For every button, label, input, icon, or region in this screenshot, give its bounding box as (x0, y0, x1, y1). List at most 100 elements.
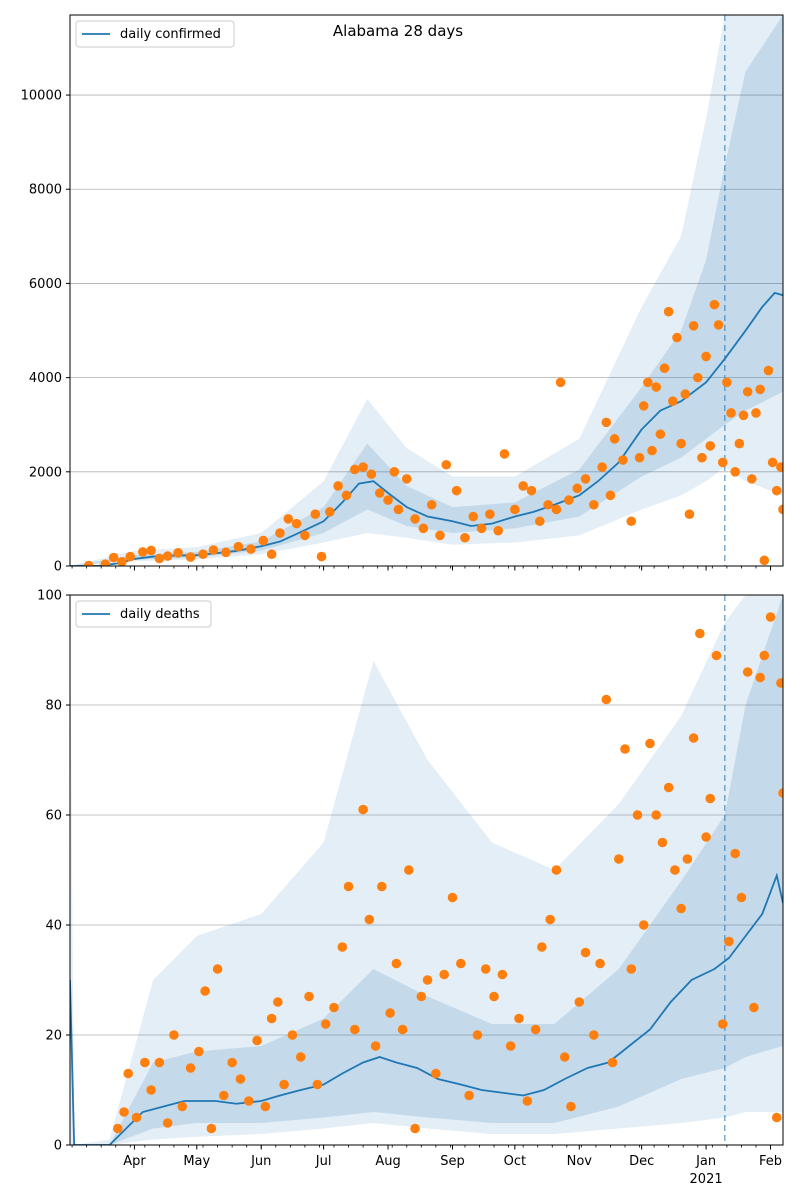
deaths-data-point (123, 1068, 134, 1079)
deaths-y-axis: 0 20 40 60 80 100 (37, 589, 70, 1154)
deaths-x-tick-label: Feb (759, 1154, 782, 1169)
deaths-data-point (194, 1046, 204, 1057)
confirmed-data-point (601, 417, 612, 428)
x-axis-year-label: 2021 (690, 1172, 723, 1187)
confirmed-data-point (162, 551, 173, 561)
deaths-data-point (416, 991, 427, 1002)
deaths-data-point (663, 782, 674, 793)
confirmed-data-point (680, 389, 691, 399)
deaths-data-point (349, 1024, 360, 1035)
deaths-data-point (651, 810, 661, 820)
confirmed-data-point (684, 509, 695, 519)
confirmed-data-point (208, 545, 219, 555)
deaths-x-tick-label: May (183, 1154, 210, 1169)
deaths-y-tick-label: 0 (54, 1139, 62, 1154)
confirmed-data-point (426, 499, 437, 510)
deaths-data-point (626, 964, 637, 974)
deaths-data-point (364, 914, 375, 925)
deaths-data-point (422, 975, 433, 985)
confirmed-data-point (221, 547, 231, 558)
confirmed-data-point (108, 552, 119, 563)
confirmed-y-tick-label: 2000 (29, 465, 62, 480)
confirmed-data-point (393, 504, 404, 515)
confirmed-data-point (460, 532, 470, 543)
deaths-frame (69, 594, 784, 1146)
deaths-legend-box (75, 600, 212, 628)
confirmed-data-point (499, 449, 510, 459)
confirmed-data-point (747, 474, 757, 484)
confirmed-data-point (275, 528, 285, 538)
confirmed-data-point (468, 511, 479, 522)
confirmed-data-point (713, 320, 724, 330)
confirmed-data-point (643, 377, 653, 388)
confirmed-data-point (493, 525, 504, 536)
confirmed-data-point (738, 410, 749, 421)
confirmed-data-point (692, 372, 703, 383)
deaths-data-point (154, 1057, 165, 1068)
confirmed-data-point (246, 544, 256, 554)
deaths-data-point (724, 936, 734, 947)
confirmed-data-point (333, 481, 343, 491)
deaths-data-point (140, 1057, 150, 1068)
deaths-chart: 0 20 40 60 80 100 Apr May Jun Jul Aug Sep Oct Nov Dec… (37, 589, 784, 1187)
confirmed-data-point (154, 553, 165, 564)
deaths-data-point (252, 1035, 262, 1046)
deaths-data-point (514, 1013, 524, 1024)
confirmed-data-point (266, 549, 277, 560)
deaths-data-point (620, 744, 630, 754)
deaths-data-point (480, 964, 491, 974)
confirmed-data-point (776, 462, 783, 472)
deaths-data-point (439, 969, 449, 980)
confirmed-data-point (125, 551, 136, 562)
confirmed-data-point (705, 441, 716, 451)
deaths-data-point (385, 1008, 395, 1018)
deaths-data-point (410, 1123, 420, 1134)
chart-title: Alabama 28 days (333, 22, 463, 40)
confirmed-data-point (316, 551, 327, 562)
deaths-data-point (177, 1101, 188, 1112)
confirmed-data-point (551, 504, 562, 515)
deaths-data-point (742, 667, 753, 677)
confirmed-legend-box (75, 20, 235, 48)
confirmed-data-point (518, 481, 528, 491)
confirmed-data-point (564, 495, 574, 505)
confirmed-data-point (534, 516, 545, 527)
deaths-data-point (580, 947, 591, 958)
confirmed-data-point (401, 474, 412, 484)
deaths-data-point (455, 958, 466, 969)
deaths-x-tick-label: Oct (504, 1154, 526, 1169)
deaths-data-point (447, 892, 458, 903)
confirmed-data-point (580, 474, 591, 484)
confirmed-data-point (659, 363, 670, 374)
deaths-data-point (771, 1112, 782, 1123)
confirmed-legend: daily confirmed (75, 20, 235, 48)
deaths-data-point (776, 678, 783, 688)
deaths-data-point (595, 958, 605, 969)
deaths-data-point (343, 881, 354, 892)
deaths-data-point (227, 1057, 237, 1068)
confirmed-data-point (730, 467, 740, 477)
deaths-data-point (295, 1052, 306, 1062)
confirmed-data-point (717, 457, 728, 468)
confirmed-data-point (701, 351, 711, 362)
deaths-data-point (670, 865, 680, 875)
deaths-data-point (537, 942, 547, 952)
deaths-points (113, 612, 783, 1134)
confirmed-data-point (597, 462, 607, 472)
confirmed-data-point (543, 499, 553, 510)
confirmed-data-point (589, 499, 599, 510)
confirmed-data-point (258, 535, 269, 546)
deaths-data-point (397, 1024, 408, 1035)
confirmed-data-point (291, 518, 302, 529)
deaths-data-point (113, 1123, 123, 1134)
deaths-data-point (765, 612, 776, 622)
confirmed-data-point (697, 452, 707, 463)
deaths-data-point (589, 1030, 599, 1040)
deaths-data-point (162, 1118, 173, 1128)
deaths-legend: daily deaths (75, 600, 212, 628)
confirmed-data-point (83, 560, 94, 566)
confirmed-data-point (485, 509, 495, 519)
confirmed-data-point (146, 545, 156, 556)
deaths-x-tick-label: Nov (567, 1154, 593, 1169)
confirmed-data-point (173, 548, 183, 558)
